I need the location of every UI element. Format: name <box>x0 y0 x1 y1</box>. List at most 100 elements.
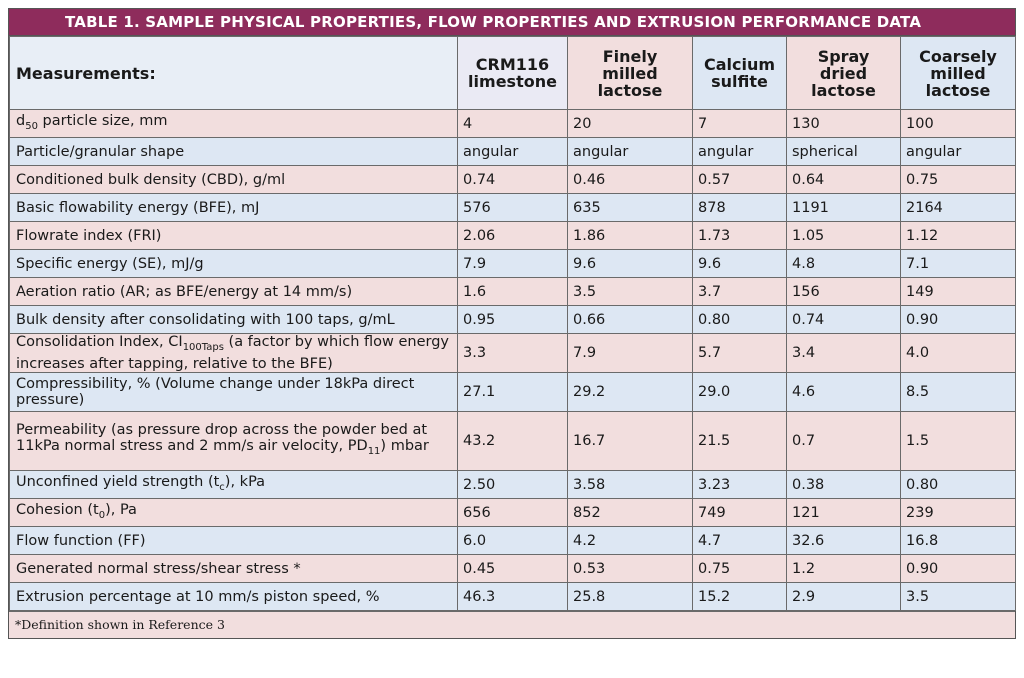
cell: 7 <box>692 109 787 138</box>
cell: 0.7 <box>786 411 901 471</box>
cell: 0.46 <box>567 165 693 194</box>
cell: angular <box>567 137 693 166</box>
row-label: Aeration ratio (AR; as BFE/energy at 14 … <box>9 277 458 306</box>
row-label: Basic flowability energy (BFE), mJ <box>9 193 458 222</box>
cell: 1.12 <box>900 221 1016 250</box>
table-title: TABLE 1. SAMPLE PHYSICAL PROPERTIES, FLO… <box>9 9 1015 36</box>
row-label: Flow function (FF) <box>9 526 458 555</box>
cell: spherical <box>786 137 901 166</box>
header-col-spray-dried: Spray dried lactose <box>786 36 901 110</box>
cell: 1.05 <box>786 221 901 250</box>
header-col-crm116: CRM116 limestone <box>457 36 568 110</box>
data-table-container: TABLE 1. SAMPLE PHYSICAL PROPERTIES, FLO… <box>8 8 1016 639</box>
cell: 1191 <box>786 193 901 222</box>
row-label: Permeability (as pressure drop across th… <box>9 411 458 471</box>
row-label: Generated normal stress/shear stress * <box>9 554 458 583</box>
row-label: Consolidation Index, CI100Taps (a factor… <box>9 333 458 373</box>
cell: angular <box>692 137 787 166</box>
cell: 3.3 <box>457 333 568 373</box>
cell: 32.6 <box>786 526 901 555</box>
table-row: Conditioned bulk density (CBD), g/ml 0.7… <box>9 165 1016 194</box>
cell: 3.5 <box>900 582 1016 611</box>
cell: 16.7 <box>567 411 693 471</box>
cell: 749 <box>692 498 787 527</box>
cell: 0.74 <box>786 305 901 334</box>
cell: 7.9 <box>567 333 693 373</box>
table-row: Particle/granular shape angular angular … <box>9 137 1016 166</box>
cell: 1.5 <box>900 411 1016 471</box>
cell: 3.23 <box>692 470 787 499</box>
table-row: Cohesion (t0), Pa 656 852 749 121 239 <box>9 498 1016 527</box>
cell: angular <box>457 137 568 166</box>
cell: 121 <box>786 498 901 527</box>
cell: 149 <box>900 277 1016 306</box>
cell: 3.7 <box>692 277 787 306</box>
cell: 0.80 <box>900 470 1016 499</box>
cell: 0.66 <box>567 305 693 334</box>
header-col-calcium-sulfite: Calcium sulfite <box>692 36 787 110</box>
header-row: Measurements: CRM116 limestone Finely mi… <box>9 36 1016 110</box>
table-row: Basic flowability energy (BFE), mJ 576 6… <box>9 193 1016 222</box>
row-label: Cohesion (t0), Pa <box>9 498 458 527</box>
cell: 4.2 <box>567 526 693 555</box>
cell: 1.6 <box>457 277 568 306</box>
cell: 0.64 <box>786 165 901 194</box>
row-label: Bulk density after consolidating with 10… <box>9 305 458 334</box>
cell: 0.90 <box>900 305 1016 334</box>
cell: 0.57 <box>692 165 787 194</box>
cell: 5.7 <box>692 333 787 373</box>
table-row: Specific energy (SE), mJ/g 7.9 9.6 9.6 4… <box>9 249 1016 278</box>
row-label: Flowrate index (FRI) <box>9 221 458 250</box>
header-col-finely-milled: Finely milled lactose <box>567 36 693 110</box>
cell: 29.2 <box>567 372 693 412</box>
table-footnote: *Definition shown in Reference 3 <box>9 611 1015 638</box>
cell: 3.4 <box>786 333 901 373</box>
cell: 20 <box>567 109 693 138</box>
cell: 2.9 <box>786 582 901 611</box>
row-label: Unconfined yield strength (tc), kPa <box>9 470 458 499</box>
cell: 0.75 <box>900 165 1016 194</box>
cell: 239 <box>900 498 1016 527</box>
table-row: Flowrate index (FRI) 2.06 1.86 1.73 1.05… <box>9 221 1016 250</box>
row-label: d50 particle size, mm <box>9 109 458 138</box>
cell: 43.2 <box>457 411 568 471</box>
row-label: Particle/granular shape <box>9 137 458 166</box>
cell: 156 <box>786 277 901 306</box>
cell: 0.53 <box>567 554 693 583</box>
cell: 1.73 <box>692 221 787 250</box>
cell: 46.3 <box>457 582 568 611</box>
cell: 25.8 <box>567 582 693 611</box>
header-col-coarsely-milled: Coarsely milled lactose <box>900 36 1016 110</box>
cell: 7.9 <box>457 249 568 278</box>
cell: 0.74 <box>457 165 568 194</box>
cell: 6.0 <box>457 526 568 555</box>
cell: 16.8 <box>900 526 1016 555</box>
row-label: Specific energy (SE), mJ/g <box>9 249 458 278</box>
table-row: Unconfined yield strength (tc), kPa 2.50… <box>9 470 1016 499</box>
cell: 2.06 <box>457 221 568 250</box>
cell: 130 <box>786 109 901 138</box>
cell: 0.75 <box>692 554 787 583</box>
cell: 878 <box>692 193 787 222</box>
cell: 656 <box>457 498 568 527</box>
table-row: Consolidation Index, CI100Taps (a factor… <box>9 333 1016 373</box>
cell: 7.1 <box>900 249 1016 278</box>
table-row: Bulk density after consolidating with 10… <box>9 305 1016 334</box>
cell: 0.80 <box>692 305 787 334</box>
cell: 4.7 <box>692 526 787 555</box>
cell: 4.0 <box>900 333 1016 373</box>
table-row: Permeability (as pressure drop across th… <box>9 411 1016 471</box>
cell: 635 <box>567 193 693 222</box>
cell: 4.8 <box>786 249 901 278</box>
cell: 1.2 <box>786 554 901 583</box>
cell: 4 <box>457 109 568 138</box>
cell: 0.45 <box>457 554 568 583</box>
cell: 0.38 <box>786 470 901 499</box>
cell: 1.86 <box>567 221 693 250</box>
cell: 3.58 <box>567 470 693 499</box>
cell: 15.2 <box>692 582 787 611</box>
cell: 576 <box>457 193 568 222</box>
table-row: Generated normal stress/shear stress * 0… <box>9 554 1016 583</box>
row-label: Extrusion percentage at 10 mm/s piston s… <box>9 582 458 611</box>
table-row: Aeration ratio (AR; as BFE/energy at 14 … <box>9 277 1016 306</box>
